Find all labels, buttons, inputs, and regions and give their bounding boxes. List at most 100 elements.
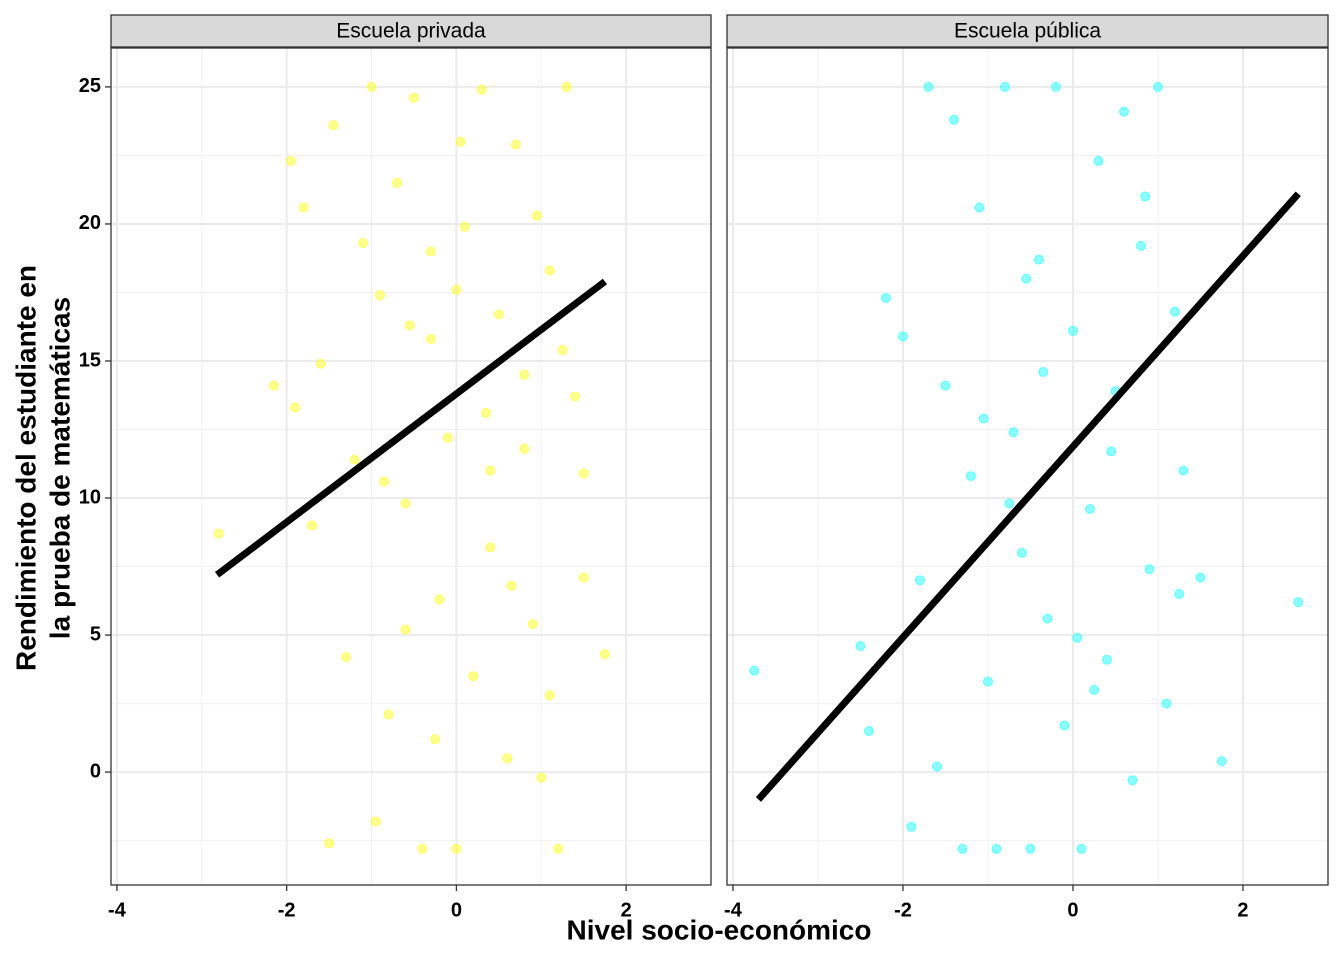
data-point (459, 221, 470, 232)
x-tick-label: 0 (451, 899, 462, 921)
data-point (298, 202, 309, 213)
data-point (561, 81, 572, 92)
panel-background (727, 48, 1328, 885)
data-point (1021, 273, 1032, 284)
data-point (1195, 572, 1206, 583)
data-point (1127, 775, 1138, 786)
data-point (502, 753, 513, 764)
y-tick-label: 5 (90, 623, 101, 645)
data-point (982, 676, 993, 687)
data-point (476, 84, 487, 95)
data-point (1178, 465, 1189, 476)
data-point (1033, 254, 1044, 265)
data-point (749, 665, 760, 676)
data-point (1161, 698, 1172, 709)
data-point (948, 114, 959, 125)
data-point (1144, 564, 1155, 575)
data-point (570, 391, 581, 402)
data-point (455, 136, 466, 147)
data-point (999, 81, 1010, 92)
data-point (417, 843, 428, 854)
data-point (519, 369, 530, 380)
data-point (290, 402, 301, 413)
data-point (1089, 684, 1100, 695)
data-point (897, 331, 908, 342)
data-point (957, 843, 968, 854)
data-point (493, 309, 504, 320)
data-point (213, 528, 224, 539)
data-point (1140, 191, 1151, 202)
strip-label: Escuela privada (336, 20, 486, 43)
data-point (519, 443, 530, 454)
y-tick-label: 15 (79, 349, 101, 371)
data-point (557, 345, 568, 356)
x-tick-label: -4 (108, 899, 127, 921)
x-tick-label: -4 (724, 899, 743, 921)
x-tick-label: -2 (278, 899, 296, 921)
data-point (527, 619, 538, 630)
data-point (425, 246, 436, 257)
data-point (1216, 756, 1227, 767)
data-point (485, 465, 496, 476)
data-point (1293, 597, 1304, 608)
data-point (391, 177, 402, 188)
data-point (855, 641, 866, 652)
data-point (1004, 498, 1015, 509)
data-point (506, 580, 517, 591)
data-point (1042, 613, 1053, 624)
data-point (931, 761, 942, 772)
x-tick-label: -2 (894, 899, 912, 921)
data-point (544, 265, 555, 276)
data-point (1118, 106, 1129, 117)
data-point (324, 838, 335, 849)
data-point (468, 671, 479, 682)
data-point (1059, 720, 1070, 731)
y-axis-title-line: Rendimiento del estudiante en (10, 265, 41, 671)
data-point (991, 843, 1002, 854)
data-point (442, 432, 453, 443)
strip-label: Escuela pública (954, 20, 1101, 43)
data-point (880, 292, 891, 303)
data-point (370, 816, 381, 827)
data-point (978, 413, 989, 424)
data-point (341, 651, 352, 662)
data-point (366, 81, 377, 92)
y-tick-label: 25 (79, 75, 101, 97)
fit-line (755, 191, 1301, 802)
data-point (965, 471, 976, 482)
data-point (307, 520, 318, 531)
x-tick-label: 2 (1237, 899, 1248, 921)
data-point (268, 380, 279, 391)
panel-border (110, 47, 712, 886)
data-point (599, 649, 610, 660)
data-point (400, 624, 411, 635)
data-point (349, 454, 360, 465)
data-point (1174, 588, 1185, 599)
data-point (430, 734, 441, 745)
data-point (1072, 632, 1083, 643)
data-point (1076, 843, 1087, 854)
data-point (285, 155, 296, 166)
y-tick-label: 0 (90, 760, 101, 782)
data-point (510, 139, 521, 150)
data-point (578, 572, 589, 583)
data-point (451, 843, 462, 854)
y-axis-title-line: la prueba de matemáticas (44, 297, 75, 639)
data-point (1084, 503, 1095, 514)
data-point (536, 772, 547, 783)
data-point (451, 284, 462, 295)
data-point (375, 290, 386, 301)
data-point (408, 92, 419, 103)
strip (110, 14, 712, 48)
data-point (1106, 446, 1117, 457)
y-axis-title: Rendimiento del estudiante en la prueba … (10, 265, 75, 671)
data-point (1008, 427, 1019, 438)
data-point (404, 320, 415, 331)
data-point (315, 358, 326, 369)
data-point (358, 238, 369, 249)
data-point (379, 476, 390, 487)
data-point (485, 542, 496, 553)
data-point (1152, 81, 1163, 92)
y-tick-label: 10 (79, 486, 101, 508)
